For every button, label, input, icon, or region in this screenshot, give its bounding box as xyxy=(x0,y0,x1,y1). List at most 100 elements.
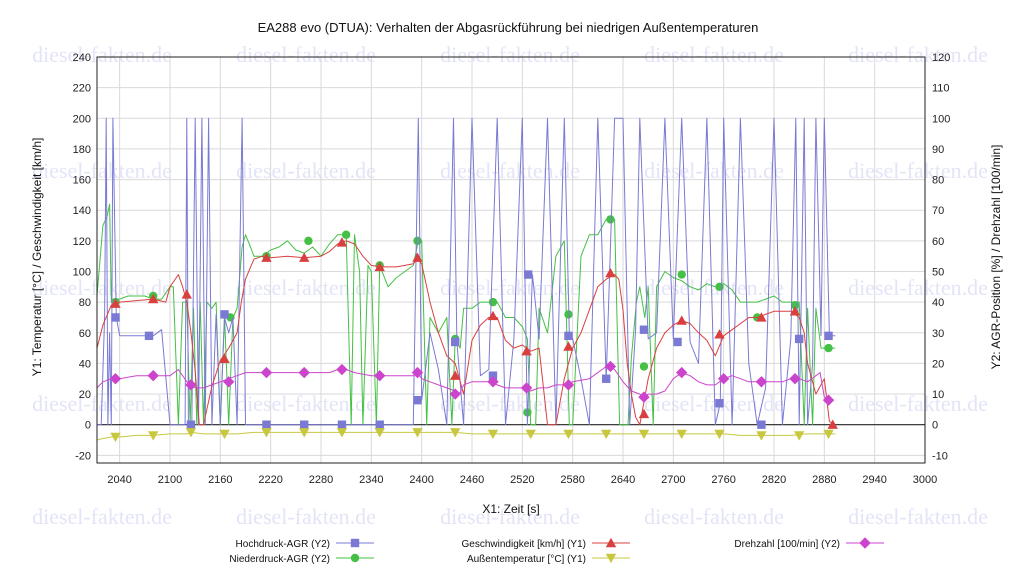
series-marker xyxy=(412,252,423,262)
series-marker xyxy=(638,429,650,440)
y2-tick-label: 120 xyxy=(932,52,950,64)
y1-tick-label: 0 xyxy=(85,420,91,432)
series-marker xyxy=(111,313,120,322)
x-tick-label: 2460 xyxy=(460,474,484,486)
series-marker xyxy=(341,230,351,239)
series-marker xyxy=(639,362,649,371)
legend-item: Außentemperatur [°C] (Y1) xyxy=(467,553,630,565)
series-marker xyxy=(604,360,617,373)
series-marker xyxy=(413,395,422,405)
x-tick-label: 2760 xyxy=(711,474,735,486)
series-marker xyxy=(676,366,688,379)
watermark: diesel-fakten.de xyxy=(236,391,376,416)
x-tick-label: 3000 xyxy=(913,474,937,486)
y2-tick-label: 10 xyxy=(932,389,944,401)
series-marker xyxy=(790,300,800,310)
y1-tick-label: 100 xyxy=(73,266,91,278)
series-marker xyxy=(261,252,272,262)
series-marker xyxy=(794,334,804,344)
watermark: diesel-fakten.de xyxy=(848,391,988,416)
watermark: diesel-fakten.de xyxy=(644,42,784,67)
watermark: diesel-fakten.de xyxy=(644,504,784,529)
legend-label: Geschwindigkeit [km/h] (Y1) xyxy=(462,539,587,550)
series-marker xyxy=(375,420,384,429)
series-marker xyxy=(793,431,805,441)
series-marker xyxy=(186,420,196,429)
watermark: diesel-fakten.de xyxy=(440,42,580,67)
watermark: diesel-fakten.de xyxy=(848,42,988,67)
series-line xyxy=(96,431,836,441)
series-marker xyxy=(298,366,310,379)
x-tick-label: 2640 xyxy=(611,474,635,486)
legend-label: Drehzahl [100/min] (Y2) xyxy=(734,539,840,550)
series-marker xyxy=(605,267,616,278)
series-marker xyxy=(261,428,272,438)
y1-tick-label: 180 xyxy=(73,144,91,156)
x-tick-label: 2280 xyxy=(309,474,333,486)
series-marker xyxy=(304,236,313,246)
y1-tick-label: 60 xyxy=(79,328,91,340)
y1-tick-label: 20 xyxy=(79,389,91,401)
series-marker xyxy=(223,376,235,388)
series-marker xyxy=(262,420,271,429)
watermark-layer: diesel-fakten.de diesel-fakten.de diesel-f… xyxy=(32,42,988,529)
y2-tick-label: 60 xyxy=(932,236,944,248)
tick-labels: 2040 2100 2160 2220 2280 2340 2400 2460 2520 2580… xyxy=(73,52,951,486)
series-marker xyxy=(605,553,617,564)
series-marker xyxy=(336,363,348,376)
series-marker xyxy=(219,429,230,440)
series-marker xyxy=(756,431,767,441)
series-marker xyxy=(220,310,229,319)
x-tick-label: 2100 xyxy=(158,474,182,486)
series-marker xyxy=(827,419,838,429)
series-marker xyxy=(300,420,309,429)
series-marker xyxy=(715,399,724,408)
x-tick-label: 2340 xyxy=(359,474,383,486)
series-marker xyxy=(450,428,461,438)
series-marker xyxy=(714,429,725,440)
watermark: diesel-fakten.de xyxy=(236,504,376,529)
watermark: diesel-fakten.de xyxy=(236,42,376,67)
series-marker xyxy=(789,306,801,316)
x-tick-label: 2580 xyxy=(560,474,584,486)
series-marker xyxy=(487,376,499,388)
series-marker xyxy=(219,353,230,364)
series-marker xyxy=(147,369,159,382)
series-marker xyxy=(181,289,192,299)
watermark: diesel-fakten.de xyxy=(32,504,172,529)
series-marker xyxy=(487,310,499,321)
x-tick-label: 2820 xyxy=(762,474,786,486)
series-marker xyxy=(823,429,834,440)
watermark: diesel-fakten.de xyxy=(32,42,172,67)
series-marker xyxy=(676,315,687,325)
series-marker xyxy=(756,312,767,322)
series-marker xyxy=(525,429,536,440)
series-marker xyxy=(350,553,360,563)
series-marker xyxy=(487,429,499,440)
series-marker xyxy=(185,379,197,391)
series-marker xyxy=(451,337,460,347)
x-axis-label: X1: Zeit [s] xyxy=(482,502,539,516)
y2-axis-label: Y2: AGR-Position [%] / Drehzahl [100/min… xyxy=(989,145,1003,370)
series-marker xyxy=(677,270,686,279)
series-marker xyxy=(110,298,121,308)
series-marker xyxy=(638,391,650,403)
series-marker xyxy=(450,370,461,380)
grid xyxy=(97,56,926,463)
series-marker xyxy=(714,329,725,339)
series-marker xyxy=(822,394,835,406)
watermark: diesel-fakten.de xyxy=(440,275,580,300)
y1-tick-label: -20 xyxy=(75,450,91,462)
series-marker xyxy=(673,337,682,347)
series-marker xyxy=(606,215,615,224)
series-marker xyxy=(859,537,871,549)
y2-tick-label: 70 xyxy=(932,205,944,217)
series-marker xyxy=(562,379,575,391)
x-tick-label: 2940 xyxy=(862,474,886,486)
series-marker xyxy=(563,341,574,351)
series-marker xyxy=(449,388,461,400)
watermark: diesel-fakten.de xyxy=(32,158,172,183)
series-marker xyxy=(299,428,310,438)
y1-tick-label: 220 xyxy=(73,83,91,95)
